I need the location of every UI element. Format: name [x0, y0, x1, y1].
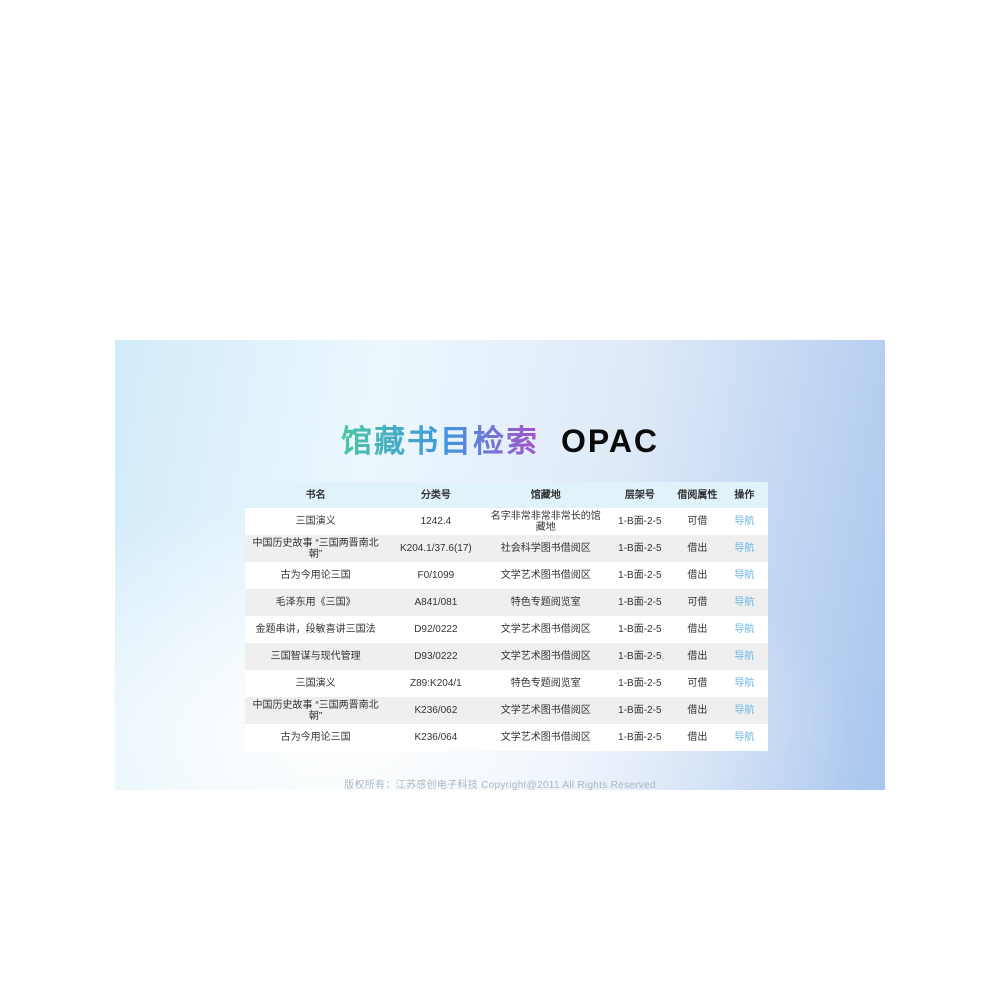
table-header-row: 书名 分类号 馆藏地 层架号 借阅属性 操作 — [245, 482, 768, 508]
table-row: 中国历史故事 “三国两晋南北朝” K236/062 文学艺术图书借阅区 1-B面-2-… — [245, 697, 768, 724]
cell-status: 借出 — [687, 570, 708, 581]
column-header-title: 书名 — [305, 489, 326, 501]
table-row: 三国演义 1242.4 名字非常非常非常长的馆藏地 1-B面-2-5 可借 导航 — [245, 508, 768, 535]
navigate-link[interactable]: 导航 — [734, 705, 755, 716]
cell-location: 社会科学图书借阅区 — [500, 543, 591, 554]
cell-call_no: D93/0222 — [414, 651, 458, 662]
cell-title: 中国历史故事 “三国两晋南北朝” — [252, 537, 379, 560]
cell-location: 文学艺术图书借阅区 — [500, 570, 591, 581]
navigate-link[interactable]: 导航 — [734, 624, 755, 635]
table-row: 三国智谋与现代管理 D93/0222 文学艺术图书借阅区 1-B面-2-5 借出 导航 — [245, 643, 768, 670]
cell-title: 毛泽东用《三国》 — [275, 597, 356, 608]
cell-shelf: 1-B面-2-5 — [618, 543, 662, 554]
cell-status: 可借 — [687, 678, 708, 689]
cell-title: 中国历史故事 “三国两晋南北朝” — [252, 699, 379, 722]
cell-action: 导航 — [721, 670, 768, 697]
column-header-location: 馆藏地 — [530, 489, 561, 501]
cell-title: 古为今用论三国 — [280, 732, 351, 743]
cell-status: 借出 — [687, 732, 708, 743]
cell-status: 借出 — [687, 543, 708, 554]
cell-status: 借出 — [687, 651, 708, 662]
navigate-link[interactable]: 导航 — [734, 678, 755, 689]
column-header-call_no: 分类号 — [420, 489, 451, 501]
column-header-action: 操作 — [734, 489, 755, 501]
cell-status: 借出 — [687, 624, 708, 635]
copyright-footer: 版权所有：江苏感创电子科技 Copyright@2011 All Rights … — [344, 780, 656, 791]
opac-screen: 馆藏书目检索 OPAC 书名 分类号 馆藏地 层架号 借阅属性 操作 三国演义 1242.4 名… — [115, 340, 885, 791]
cell-location: 名字非常非常非常长的馆藏地 — [490, 510, 601, 533]
table-row: 中国历史故事 “三国两晋南北朝” K204.1/37.6(17) 社会科学图书借阅区… — [245, 535, 768, 562]
table-row: 毛泽东用《三国》 A841/081 特色专题阅览室 1-B面-2-5 可借 导航 — [245, 589, 768, 616]
table-row: 古为今用论三国 K236/064 文学艺术图书借阅区 1-B面-2-5 借出 导航 — [245, 724, 768, 751]
cell-call_no: A841/081 — [414, 597, 458, 608]
navigate-link[interactable]: 导航 — [734, 597, 755, 608]
column-header-shelf: 层架号 — [624, 489, 655, 501]
cell-call_no: D92/0222 — [414, 624, 458, 635]
cell-title: 古为今用论三国 — [280, 570, 351, 581]
cell-call_no: K204.1/37.6(17) — [400, 543, 472, 554]
cell-location: 特色专题阅览室 — [510, 678, 581, 689]
navigate-link[interactable]: 导航 — [734, 516, 755, 527]
cell-action: 导航 — [721, 589, 768, 616]
page-title-chinese: 馆藏书目检索 — [340, 424, 539, 459]
cell-action: 导航 — [721, 562, 768, 589]
cell-shelf: 1-B面-2-5 — [618, 651, 662, 662]
cell-action: 导航 — [721, 724, 768, 751]
cell-shelf: 1-B面-2-5 — [618, 597, 662, 608]
cell-location: 特色专题阅览室 — [510, 597, 581, 608]
cell-action: 导航 — [721, 643, 768, 670]
cell-shelf: 1-B面-2-5 — [618, 732, 662, 743]
cell-shelf: 1-B面-2-5 — [618, 678, 662, 689]
catalog-results-table: 书名 分类号 馆藏地 层架号 借阅属性 操作 三国演义 1242.4 名字非常非常非常长的馆藏… — [245, 482, 768, 751]
cell-title: 金题串讲，段敏喜讲三国法 — [255, 624, 376, 635]
cell-status: 可借 — [687, 516, 708, 527]
cell-call_no: K236/064 — [414, 732, 458, 743]
cell-action: 导航 — [721, 616, 768, 643]
page-title-opac: OPAC — [560, 423, 660, 459]
navigate-link[interactable]: 导航 — [734, 570, 755, 581]
cell-call_no: Z89:K204/1 — [410, 678, 462, 689]
navigate-link[interactable]: 导航 — [734, 651, 755, 662]
cell-location: 文学艺术图书借阅区 — [500, 705, 591, 716]
cell-call_no: K236/062 — [414, 705, 458, 716]
table-row: 古为今用论三国 F0/1099 文学艺术图书借阅区 1-B面-2-5 借出 导航 — [245, 562, 768, 589]
cell-location: 文学艺术图书借阅区 — [500, 732, 591, 743]
table-row: 三国演义 Z89:K204/1 特色专题阅览室 1-B面-2-5 可借 导航 — [245, 670, 768, 697]
cell-shelf: 1-B面-2-5 — [618, 624, 662, 635]
cell-shelf: 1-B面-2-5 — [618, 705, 662, 716]
cell-status: 借出 — [687, 705, 708, 716]
cell-action: 导航 — [721, 508, 768, 535]
cell-action: 导航 — [721, 535, 768, 562]
cell-title: 三国演义 — [295, 516, 336, 527]
page-title: 馆藏书目检索 OPAC — [115, 340, 885, 461]
cell-status: 可借 — [687, 597, 708, 608]
table-body: 三国演义 1242.4 名字非常非常非常长的馆藏地 1-B面-2-5 可借 导航 中国历史故… — [245, 508, 768, 751]
cell-location: 文学艺术图书借阅区 — [500, 624, 591, 635]
navigate-link[interactable]: 导航 — [734, 543, 755, 554]
cell-title: 三国智谋与现代管理 — [270, 651, 361, 662]
table-row: 金题串讲，段敏喜讲三国法 D92/0222 文学艺术图书借阅区 1-B面-2-5 借出 导… — [245, 616, 768, 643]
cell-shelf: 1-B面-2-5 — [618, 570, 662, 581]
cell-call_no: 1242.4 — [420, 516, 452, 527]
cell-title: 三国演义 — [295, 678, 336, 689]
cell-action: 导航 — [721, 697, 768, 724]
column-header-status: 借阅属性 — [677, 489, 718, 501]
cell-shelf: 1-B面-2-5 — [618, 516, 662, 527]
navigate-link[interactable]: 导航 — [734, 732, 755, 743]
cell-call_no: F0/1099 — [417, 570, 455, 581]
cell-location: 文学艺术图书借阅区 — [500, 651, 591, 662]
